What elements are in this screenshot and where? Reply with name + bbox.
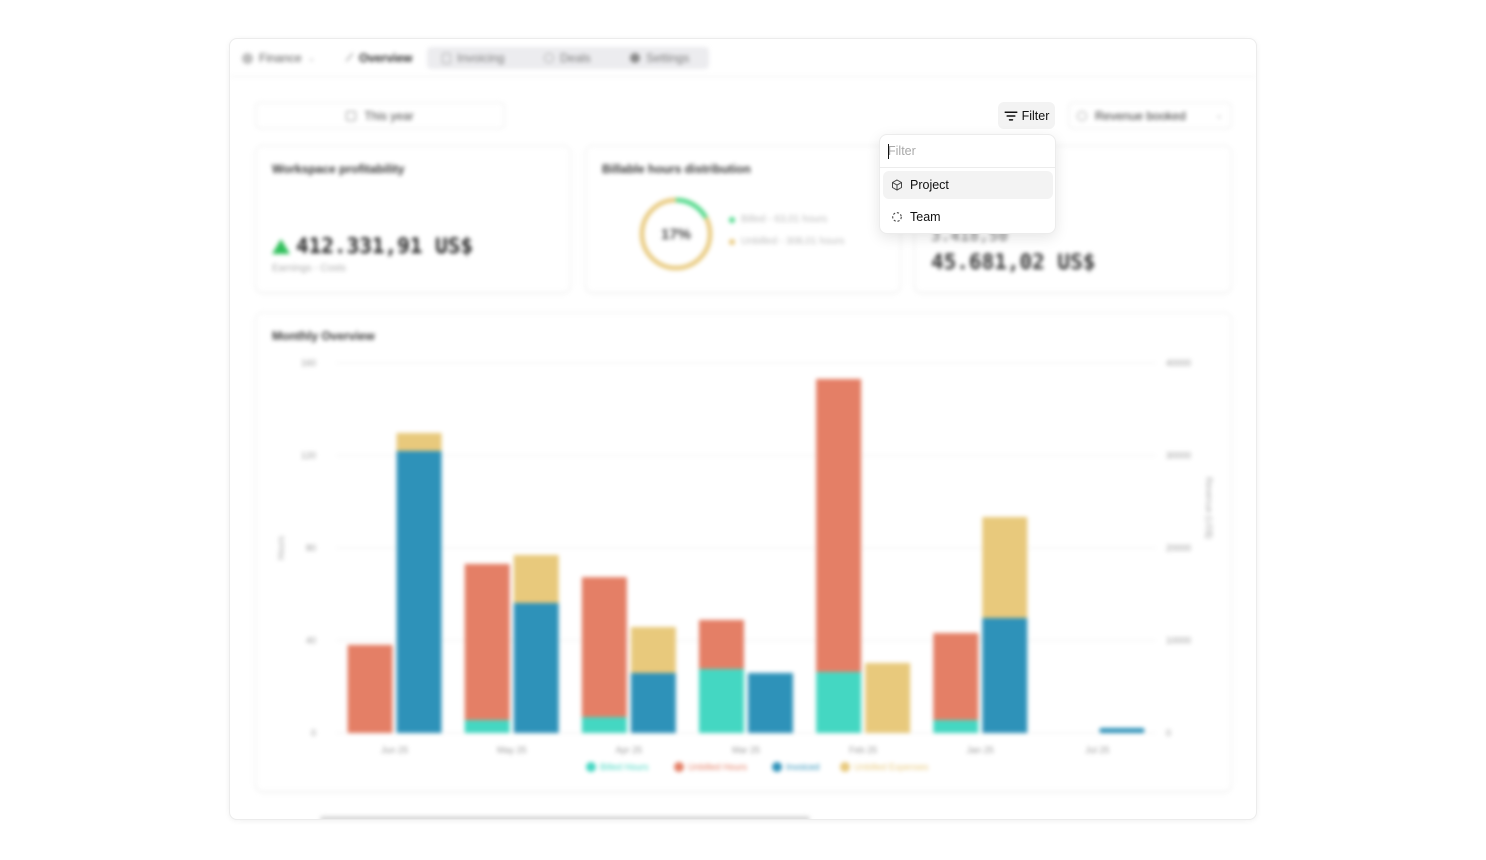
- tab-deals[interactable]: Deals: [544, 47, 591, 69]
- workspace-switcher[interactable]: Finance ⌄: [242, 47, 315, 69]
- horizontal-scrollbar[interactable]: [320, 816, 810, 819]
- gear-icon: [630, 53, 640, 63]
- svg-text:Mar 25: Mar 25: [732, 745, 760, 755]
- text-cursor: [888, 144, 889, 159]
- svg-text:80: 80: [306, 543, 316, 553]
- donut-percent: 17%: [660, 225, 692, 243]
- profitability-card: Workspace profitability 412.331,91 US$ E…: [255, 145, 571, 293]
- svg-text:Jun 25: Jun 25: [381, 745, 408, 755]
- svg-text:20000: 20000: [1166, 543, 1191, 553]
- profitability-subtitle: Earnings - Costs: [272, 263, 346, 274]
- svg-text:Invoiced: Invoiced: [786, 762, 820, 772]
- svg-text:Unbilled Hours: Unbilled Hours: [688, 762, 748, 772]
- legend-label: Billed - 63,01 hours: [741, 214, 828, 225]
- svg-text:May 25: May 25: [497, 745, 527, 755]
- svg-text:Jul 25: Jul 25: [1085, 745, 1109, 755]
- donut-chart: [639, 197, 713, 271]
- profitability-value: 412.331,91 US$: [272, 234, 473, 258]
- metric-icon: [1077, 110, 1087, 121]
- tab-overview[interactable]: ⟋ Overview: [346, 47, 412, 69]
- billable-hours-card: Billable hours distribution 17% Billed -…: [585, 145, 901, 293]
- profitability-amount: 412.331,91 US$: [296, 234, 474, 258]
- legend-swatch: [729, 238, 735, 245]
- filter-button-label: Filter: [1021, 108, 1050, 123]
- filter-button[interactable]: Filter: [998, 102, 1055, 129]
- svg-text:160: 160: [301, 358, 316, 368]
- metric-select[interactable]: Revenue booked ⌄: [1068, 102, 1232, 129]
- legend-swatch: [729, 216, 735, 223]
- top-tab-bar: Finance ⌄ ⟋ Overview Invoicing Deals Set…: [230, 39, 1256, 77]
- legend-billed: Billed - 63,01 hours: [729, 214, 827, 225]
- date-range-picker[interactable]: This year: [255, 102, 505, 129]
- legend-label: Unbilled - 308,01 hours: [741, 236, 845, 247]
- cube-icon: [892, 179, 902, 191]
- circle-icon: [544, 53, 554, 63]
- svg-text:Jan 25: Jan 25: [967, 745, 994, 755]
- metric-select-label: Revenue booked: [1095, 108, 1186, 123]
- svg-text:Revenue (US$): Revenue (US$): [1204, 477, 1214, 539]
- tab-invoicing[interactable]: Invoicing: [442, 47, 504, 69]
- chart-title: Monthly Overview: [272, 329, 375, 343]
- svg-text:Feb 25: Feb 25: [849, 745, 877, 755]
- filter-option-project[interactable]: Project: [883, 171, 1053, 199]
- workspace-icon: [242, 52, 253, 64]
- card-title: Billable hours distribution: [602, 162, 751, 176]
- svg-text:30000: 30000: [1166, 451, 1191, 461]
- svg-text:0: 0: [1166, 728, 1171, 738]
- tab-settings-label: Settings: [646, 51, 690, 65]
- chevron-down-icon: ⌄: [307, 52, 316, 63]
- revenue-value: 45.681,02 US$: [931, 250, 1096, 274]
- svg-text:40000: 40000: [1166, 358, 1191, 368]
- filter-option-team[interactable]: Team: [883, 203, 1053, 231]
- filter-search-input[interactable]: [880, 135, 1055, 168]
- filter-option-label: Team: [910, 210, 941, 224]
- svg-text:Hours: Hours: [276, 536, 286, 561]
- monthly-overview-card: Monthly Overview 0 40 80 120 160 0 10000 20000 3…: [255, 312, 1232, 792]
- monthly-bar-chart: 0 40 80 120 160 0 10000 20000 30000 40000 Hours Rev…: [276, 358, 1214, 772]
- chart-line-icon: ⟋: [346, 52, 353, 64]
- document-icon: [442, 52, 451, 64]
- trend-up-icon: [272, 238, 290, 254]
- workspace-label: Finance: [259, 51, 302, 65]
- svg-text:120: 120: [301, 451, 316, 461]
- svg-text:Apr 25: Apr 25: [616, 745, 643, 755]
- date-range-label: This year: [364, 108, 414, 123]
- filter-icon: [1004, 111, 1018, 121]
- svg-text:10000: 10000: [1166, 636, 1191, 646]
- svg-text:Unbilled Expenses: Unbilled Expenses: [854, 762, 929, 772]
- svg-text:0: 0: [311, 728, 316, 738]
- tab-deals-label: Deals: [560, 51, 591, 65]
- chevron-down-icon: ⌄: [1215, 110, 1223, 120]
- tab-settings[interactable]: Settings: [630, 47, 689, 69]
- svg-text:Billed Hours: Billed Hours: [600, 762, 649, 772]
- svg-text:40: 40: [306, 636, 316, 646]
- app-window: Finance ⌄ ⟋ Overview Invoicing Deals Set…: [229, 38, 1257, 820]
- tab-invoicing-label: Invoicing: [457, 51, 505, 65]
- dashed-circle-icon: [892, 212, 902, 222]
- filter-popover: Project Team: [879, 134, 1056, 234]
- calendar-icon: [346, 110, 357, 121]
- tab-group: [427, 47, 709, 69]
- tab-overview-label: Overview: [359, 51, 413, 65]
- filter-option-label: Project: [910, 178, 949, 192]
- card-title: Workspace profitability: [272, 162, 405, 176]
- legend-unbilled: Unbilled - 308,01 hours: [729, 236, 844, 247]
